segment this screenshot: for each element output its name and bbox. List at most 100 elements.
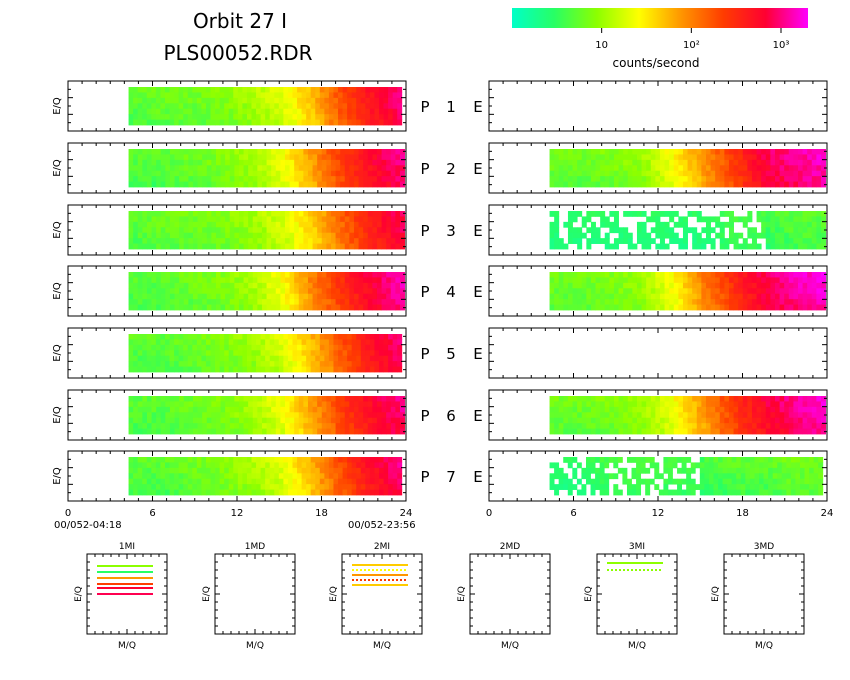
heatmap-cell: [324, 366, 330, 373]
heatmap-cell: [399, 417, 405, 424]
heatmap-cell: [228, 366, 234, 373]
heatmap-cell: [650, 227, 656, 234]
heatmap-cell: [567, 181, 573, 188]
heatmap-cell: [205, 355, 211, 362]
heatmap-cell: [664, 304, 670, 311]
heatmap-cell: [326, 181, 332, 188]
heatmap-cell: [275, 181, 281, 188]
heatmap-cell: [225, 221, 231, 228]
heatmap-cell: [310, 344, 316, 351]
heatmap-cell: [549, 304, 555, 311]
heatmap-cell: [289, 396, 295, 402]
heatmap-cell: [340, 406, 346, 413]
heatmap-cell: [169, 428, 175, 435]
heatmap-cell: [669, 293, 675, 300]
heatmap-cell: [205, 108, 211, 115]
heatmap-cell: [215, 366, 221, 373]
heatmap-cell: [351, 108, 357, 115]
heatmap-cell: [636, 176, 642, 182]
heatmap-cell: [256, 355, 262, 362]
heatmap-cell: [179, 423, 185, 429]
heatmap-cell: [137, 154, 143, 161]
heatmap-cell: [252, 428, 258, 435]
heatmap-cell: [696, 149, 702, 155]
heatmap-cell: [201, 355, 207, 362]
heatmap-cell: [820, 299, 826, 305]
heatmap-cell: [252, 232, 258, 239]
heatmap-cell: [558, 159, 564, 166]
heatmap-cell: [137, 478, 143, 485]
heatmap-cell: [360, 114, 366, 120]
heatmap-cell: [179, 412, 185, 419]
heatmap-cell: [234, 176, 240, 182]
heatmap-cell: [623, 238, 629, 244]
heatmap-cell: [151, 119, 157, 126]
heatmap-cell: [641, 165, 647, 172]
heatmap-cell: [742, 293, 748, 300]
colorbar-tick-label: 10²: [683, 40, 700, 51]
heatmap-cell: [284, 159, 290, 166]
heatmap-cell: [397, 366, 403, 373]
heatmap-cell: [234, 221, 240, 228]
heatmap-cell: [788, 176, 794, 182]
heatmap-cell: [788, 304, 794, 311]
heatmap-cell: [742, 417, 748, 424]
heatmap-cell: [133, 238, 139, 244]
heatmap-cell: [234, 211, 240, 217]
heatmap-cell: [206, 149, 212, 155]
heatmap-cell: [381, 232, 387, 239]
heatmap-cell: [682, 216, 688, 223]
heatmap-cell: [390, 288, 396, 295]
heatmap-cell: [179, 293, 185, 300]
heatmap-cell: [738, 149, 744, 155]
heatmap-cell: [581, 396, 587, 402]
heatmap-cell: [165, 221, 171, 228]
heatmap-cell: [650, 165, 656, 172]
heatmap-cell: [197, 282, 203, 289]
heatmap-cell: [747, 181, 753, 188]
heatmap-cell: [142, 412, 148, 419]
heatmap-cell: [797, 304, 803, 311]
heatmap-cell: [347, 334, 353, 340]
heatmap-cell: [381, 181, 387, 188]
heatmap-cell: [183, 87, 189, 93]
heatmap-cell: [641, 282, 647, 289]
heatmap-cell: [137, 211, 143, 217]
heatmap-cell: [549, 401, 555, 408]
panel-E1: [488, 80, 828, 132]
heatmap-cell: [142, 467, 148, 474]
heatmap-cell: [192, 227, 198, 234]
heatmap-cell: [174, 277, 180, 284]
heatmap-cell: [330, 216, 336, 223]
heatmap-cell: [627, 299, 633, 305]
heatmap-cell: [374, 97, 380, 104]
heatmap-cell: [344, 221, 350, 228]
heatmap-cell: [563, 165, 569, 172]
heatmap-cell: [142, 361, 148, 367]
heatmap-cell: [669, 159, 675, 166]
heatmap-cell: [399, 211, 405, 217]
heatmap-cell: [156, 396, 162, 402]
heatmap-cell: [340, 417, 346, 424]
heatmap-cell: [719, 232, 725, 239]
heatmap-cell: [330, 272, 336, 278]
heatmap-cell: [793, 221, 799, 228]
heatmap-cell: [128, 227, 134, 234]
panel-ylabel: E/Q: [52, 344, 63, 362]
heatmap-cell: [655, 293, 661, 300]
heatmap-cell: [215, 423, 221, 429]
heatmap-cell: [133, 396, 139, 402]
heatmap-cell: [641, 170, 647, 177]
heatmap-cell: [196, 355, 202, 362]
heatmap-cell: [632, 243, 638, 250]
heatmap-cell: [315, 361, 321, 367]
heatmap-cell: [192, 334, 198, 340]
heatmap-cell: [220, 299, 226, 305]
heatmap-cell: [220, 396, 226, 402]
heatmap-cell: [353, 272, 359, 278]
heatmap-cell: [188, 170, 194, 177]
heatmap-cell: [820, 221, 826, 228]
heatmap-cell: [229, 211, 235, 217]
heatmap-cell: [788, 232, 794, 239]
heatmap-cell: [160, 243, 166, 250]
